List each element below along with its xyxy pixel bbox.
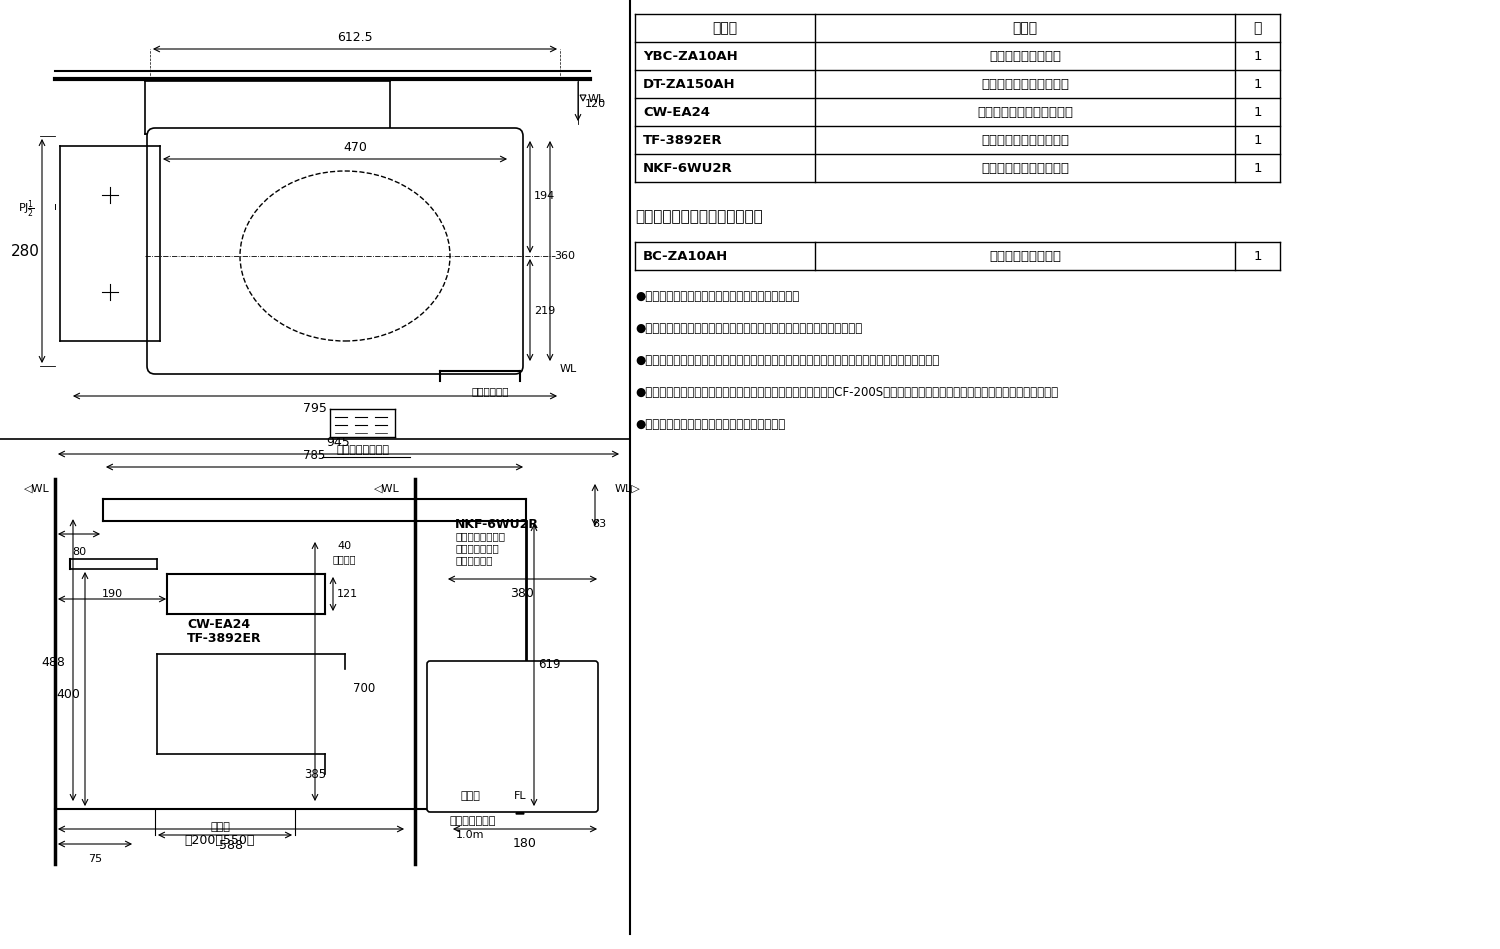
- FancyBboxPatch shape: [427, 661, 598, 812]
- Text: TF-3892ER: TF-3892ER: [644, 134, 723, 146]
- Text: ●便器セットとタンクセットはセット出荷品です。: ●便器セットとタンクセットはセット出荷品です。: [634, 290, 800, 303]
- Text: リモコン正面形状: リモコン正面形状: [336, 445, 390, 455]
- Text: 360: 360: [554, 251, 574, 261]
- Text: 488: 488: [40, 656, 64, 669]
- Text: 700: 700: [352, 682, 375, 696]
- Text: ●リモコンは赤外線方式を採用しています。インバータ照明により誤作動する場合があります。: ●リモコンは赤外線方式を採用しています。インバータ照明により誤作動する場合があり…: [634, 354, 939, 367]
- Polygon shape: [516, 804, 524, 814]
- Text: PJ$\frac{1}{2}$: PJ$\frac{1}{2}$: [18, 198, 34, 220]
- Text: 588: 588: [219, 839, 243, 852]
- Text: WL: WL: [560, 364, 578, 374]
- Text: NKF-6WU2R: NKF-6WU2R: [454, 517, 538, 530]
- Text: 1: 1: [1254, 134, 1262, 146]
- Text: タ　ン　ク　セ　ッ　ト: タ ン ク セ ッ ト: [981, 78, 1070, 90]
- Text: 40: 40: [338, 541, 351, 551]
- Text: 1: 1: [1254, 250, 1262, 263]
- Text: ハイパーキラミック仕様の場合: ハイパーキラミック仕様の場合: [634, 209, 762, 224]
- Text: 上施エプレートを: 上施エプレートを: [454, 531, 506, 541]
- Text: （200〜550）: （200〜550）: [184, 834, 255, 847]
- Text: 190: 190: [102, 589, 123, 599]
- Text: ●壁に取付けする商品には壁補強が必要です。: ●壁に取付けする商品には壁補強が必要です。: [634, 418, 786, 431]
- Text: 194: 194: [534, 191, 555, 201]
- Text: 1.0m: 1.0m: [456, 830, 484, 840]
- Text: 180: 180: [513, 837, 537, 850]
- Text: 便　器　せ　っ　と: 便 器 せ っ と: [988, 49, 1060, 63]
- Text: CW-EA24: CW-EA24: [644, 105, 710, 119]
- Text: 612.5: 612.5: [338, 31, 374, 44]
- Text: （リモコン）: （リモコン）: [471, 386, 509, 396]
- Text: 品　番: 品 番: [712, 21, 738, 35]
- Text: 数: 数: [1254, 21, 1262, 35]
- Text: ●シャワートイレ、取替用止水栓、棚手すりは別途手配してください。: ●シャワートイレ、取替用止水栓、棚手すりは別途手配してください。: [634, 322, 862, 335]
- Text: 385: 385: [304, 768, 326, 780]
- Text: 1: 1: [1254, 105, 1262, 119]
- Text: BC-ZA10AH: BC-ZA10AH: [644, 250, 729, 263]
- Text: 83: 83: [592, 519, 606, 529]
- Text: 品　名: 品 名: [1013, 21, 1038, 35]
- Text: CW-EA24: CW-EA24: [188, 618, 250, 630]
- Text: WL: WL: [588, 94, 604, 104]
- Text: TF-3892ER: TF-3892ER: [188, 632, 261, 645]
- Text: ◁WL: ◁WL: [375, 484, 400, 494]
- Text: 400: 400: [56, 687, 80, 700]
- Text: 120: 120: [585, 99, 606, 109]
- Text: 80: 80: [72, 547, 86, 557]
- Text: コード有効長さ: コード有効長さ: [450, 816, 497, 826]
- Text: ●既存の便器がソケットタイプの場合は、ソケットアダプターCF-200S（別途手配）を使用してフランジに取付してください。: ●既存の便器がソケットタイプの場合は、ソケットアダプターCF-200S（別途手配…: [634, 386, 1058, 399]
- Text: 便　器　せ　っ　と: 便 器 せ っ と: [988, 250, 1060, 263]
- Text: 排水管: 排水管: [210, 822, 230, 832]
- Text: WL▷: WL▷: [615, 484, 640, 494]
- Text: 280: 280: [10, 244, 39, 258]
- Text: 945: 945: [327, 436, 351, 449]
- Text: （リモコン）: （リモコン）: [454, 555, 492, 565]
- Text: 1: 1: [1254, 161, 1262, 175]
- Text: YBC-ZA10AH: YBC-ZA10AH: [644, 49, 738, 63]
- Text: 470: 470: [344, 141, 368, 154]
- Text: 1: 1: [1254, 78, 1262, 90]
- Text: FL: FL: [513, 791, 526, 801]
- Text: ◁WL: ◁WL: [24, 484, 50, 494]
- Text: 間柱へ取付ける: 間柱へ取付ける: [454, 543, 498, 553]
- Text: 785: 785: [303, 449, 326, 462]
- Text: 75: 75: [88, 854, 102, 864]
- Text: NKF-6WU2R: NKF-6WU2R: [644, 161, 732, 175]
- Text: 棚手すり（後付タイプ）: 棚手すり（後付タイプ）: [981, 161, 1070, 175]
- Text: 取　替　用　止　水　栓: 取 替 用 止 水 栓: [981, 134, 1070, 146]
- Text: 121: 121: [338, 589, 358, 599]
- Text: シ　ャ　ワー　ト　イ　レ: シ ャ ワー ト イ レ: [976, 105, 1072, 119]
- Text: 便座高さ: 便座高さ: [333, 554, 357, 564]
- Text: 795: 795: [303, 402, 327, 415]
- Text: アース: アース: [460, 791, 480, 801]
- Text: 219: 219: [534, 306, 555, 316]
- Text: 1: 1: [1254, 49, 1262, 63]
- Text: DT-ZA150AH: DT-ZA150AH: [644, 78, 735, 90]
- FancyBboxPatch shape: [147, 128, 524, 374]
- Text: 619: 619: [538, 659, 561, 672]
- Text: 380: 380: [510, 587, 534, 600]
